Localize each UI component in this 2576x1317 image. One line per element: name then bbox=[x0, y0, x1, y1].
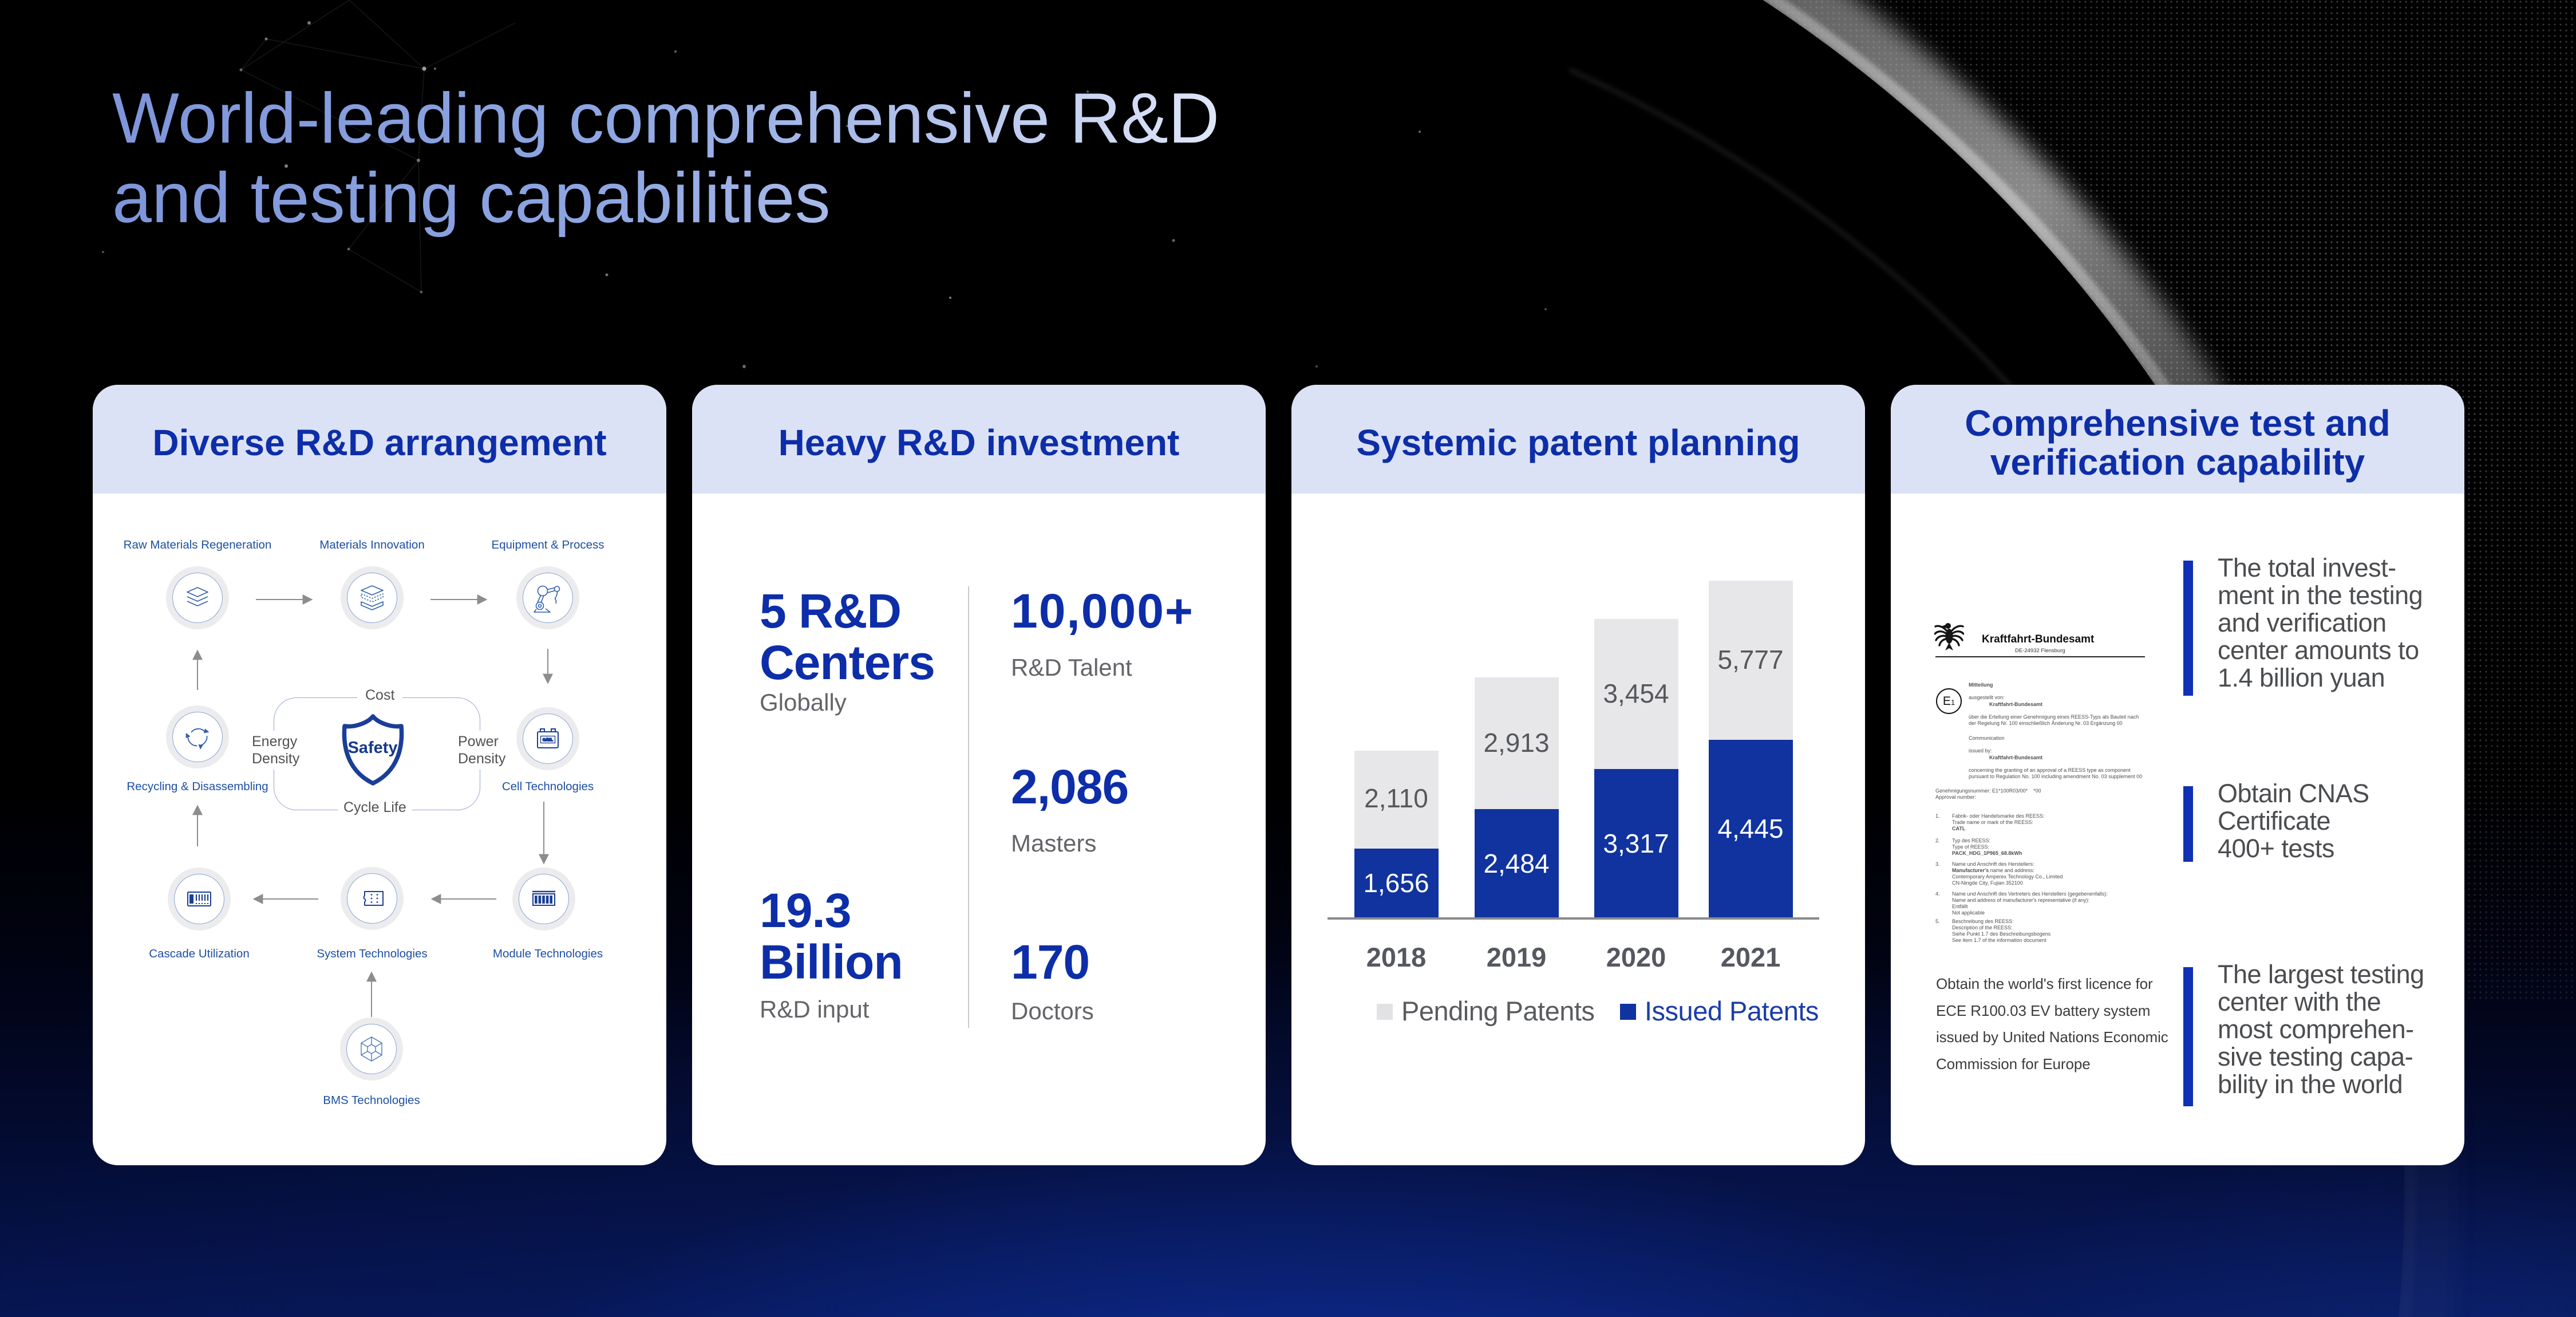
svg-text:Safety: Safety bbox=[347, 739, 397, 757]
svg-text:CATL: CATL bbox=[543, 738, 553, 742]
